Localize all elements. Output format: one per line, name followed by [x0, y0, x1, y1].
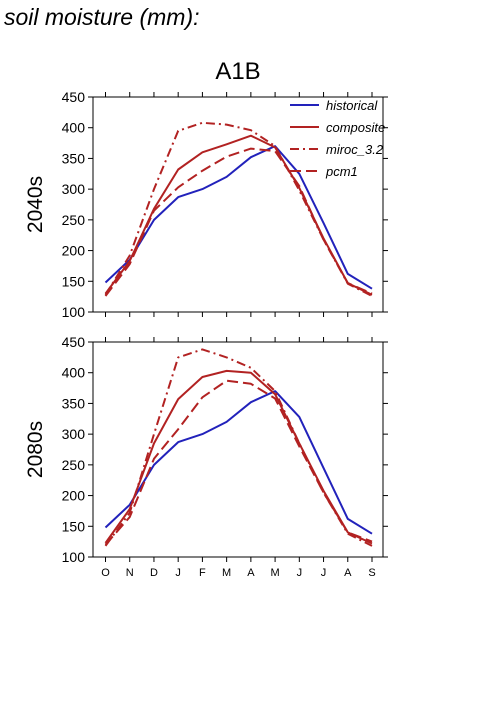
y-tick-label: 400 [62, 120, 86, 136]
y-tick-label: 300 [62, 181, 86, 197]
series-line-historical [104, 390, 373, 535]
x-tick-label: S [368, 567, 375, 579]
x-tick-label: M [222, 567, 231, 579]
legend-label: historical [326, 98, 378, 113]
y-tick-label: 250 [62, 212, 86, 228]
x-tick-label: J [321, 567, 327, 579]
y-tick-label: 400 [62, 365, 86, 381]
plot-frame [92, 341, 384, 558]
x-tick-label: J [297, 567, 303, 579]
page-title: soil moisture (mm): [4, 4, 200, 30]
y-tick-label: 150 [62, 273, 86, 289]
y-tick-label: 350 [62, 150, 86, 166]
y-tick-label: 100 [62, 304, 86, 320]
series-line-composite [104, 369, 373, 545]
y-tick-label: 250 [62, 457, 86, 473]
y-tick-label: 450 [62, 334, 86, 350]
scenario-title: A1B [215, 58, 261, 85]
y-tick-label: 450 [62, 89, 86, 105]
x-tick-label: O [101, 567, 110, 579]
y-tick-label: 200 [62, 488, 86, 504]
series-line-pcm1 [104, 147, 373, 297]
series-line-miroc-3-2 [104, 348, 373, 547]
series-line-historical [104, 145, 373, 290]
legend-label: miroc_3.2 [326, 142, 384, 157]
legend-label: pcm1 [325, 164, 358, 179]
x-tick-label: A [247, 567, 255, 579]
series-line-pcm1 [104, 379, 373, 546]
x-tick-label: N [126, 567, 134, 579]
y-tick-label: 150 [62, 518, 86, 534]
y-axis-label: 2080s [24, 421, 47, 478]
plot-frame [92, 96, 384, 313]
x-tick-label: J [175, 567, 181, 579]
y-tick-label: 200 [62, 243, 86, 259]
x-tick-label: A [344, 567, 352, 579]
y-tick-label: 100 [62, 549, 86, 565]
x-tick-label: F [199, 567, 206, 579]
y-tick-label: 350 [62, 395, 86, 411]
x-tick-label: D [150, 567, 158, 579]
y-axis-label: 2040s [24, 176, 47, 233]
legend-label: composite [326, 120, 385, 135]
series-line-miroc-3-2 [104, 121, 373, 297]
y-tick-label: 300 [62, 426, 86, 442]
x-tick-label: M [271, 567, 280, 579]
